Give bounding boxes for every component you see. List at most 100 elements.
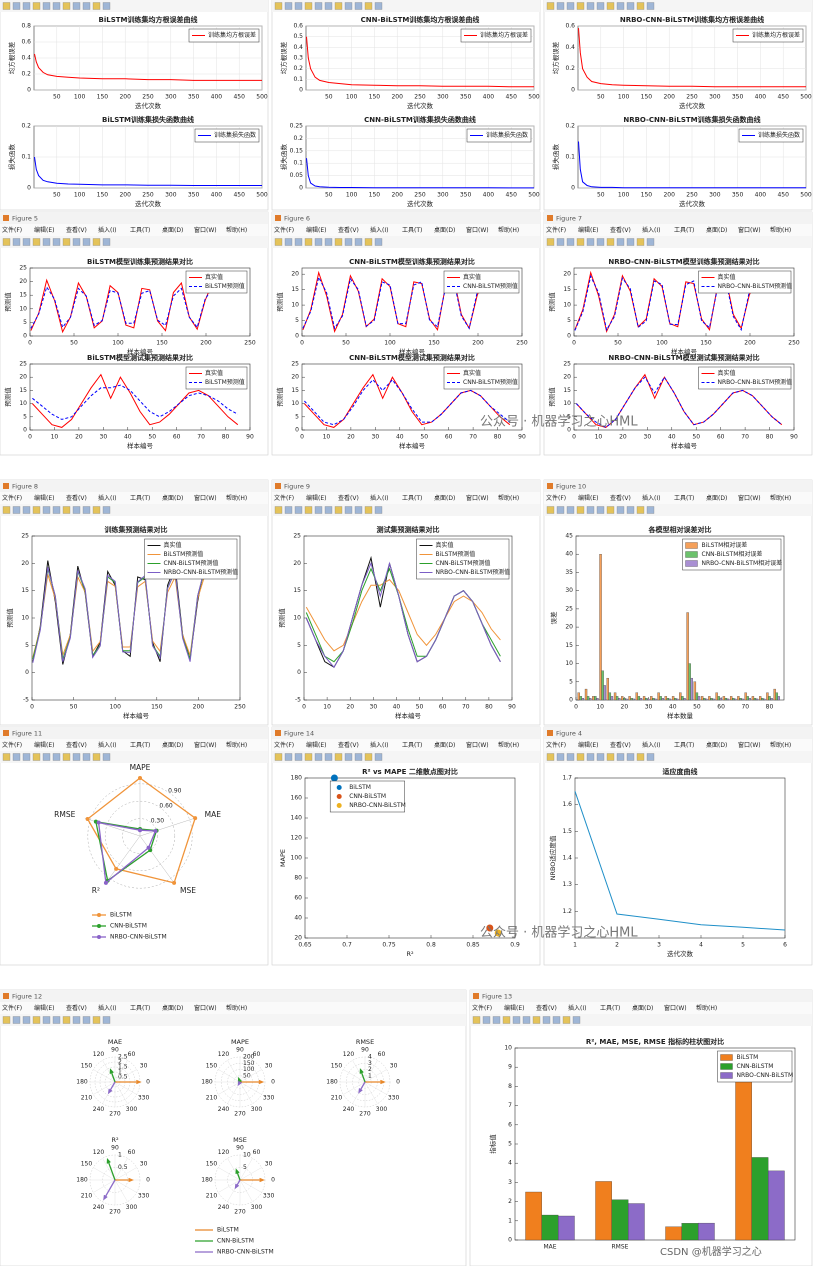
legend-marker	[97, 924, 101, 928]
menu-item: 工具(T)	[130, 1005, 150, 1012]
x-tick-label: 100	[618, 94, 630, 101]
x-tick-label: 200	[119, 192, 131, 199]
toolbar-icon	[576, 2, 585, 10]
theta-spoke	[114, 1069, 137, 1083]
menu-item: 帮助(H)	[770, 741, 791, 749]
toolbar-icon	[606, 753, 615, 761]
title-bar	[544, 727, 812, 739]
y-axis-label: 损失函数	[7, 144, 16, 171]
x-tick-label: 70	[741, 434, 749, 441]
menu-item: 查看(V)	[338, 741, 359, 749]
x-tick-label: 150	[641, 192, 653, 199]
x-tick-label: 40	[124, 434, 132, 441]
menu-item: 桌面(D)	[434, 741, 455, 749]
bar	[763, 698, 766, 701]
legend-label: NRBO-CNN-BiLSTM预测值	[164, 568, 239, 576]
window-title: Figure 9	[284, 483, 310, 491]
x-tick-label: 150	[369, 94, 381, 101]
theta-tick-label: 60	[378, 1051, 386, 1058]
bar	[697, 696, 701, 701]
theta-tick-label: 0	[271, 1079, 275, 1086]
y-tick-label: 15	[563, 286, 571, 293]
x-tick-label: 60	[439, 704, 447, 711]
menu-item: 帮助(H)	[498, 741, 519, 749]
x-tick-label: 90	[790, 434, 798, 441]
menu-item: 文件(F)	[2, 226, 22, 234]
window-icon	[547, 730, 553, 736]
menu-item: 文件(F)	[2, 741, 22, 749]
menu-item: 编辑(E)	[306, 494, 326, 502]
legend-label: CNN-BiLSTM预测值	[463, 282, 518, 290]
window-title: Figure 14	[284, 730, 314, 738]
bar	[753, 698, 757, 701]
chart-title: CNN-BiLSTM训练集均方根误差曲线	[361, 15, 480, 24]
title-bar	[272, 480, 540, 492]
x-tick-label: 400	[755, 192, 767, 199]
y-tick-label: 10	[21, 615, 29, 622]
x-tick-label: 500	[256, 94, 268, 101]
x-tick-label: 10	[51, 434, 59, 441]
menu-bar	[544, 492, 812, 504]
menu-item: 插入(I)	[642, 226, 660, 234]
toolbar-icon	[576, 506, 585, 514]
line	[32, 566, 206, 663]
bar	[671, 696, 675, 701]
theta-tick-label: 240	[93, 1204, 105, 1211]
x-tick-label: 150	[97, 192, 109, 199]
x-tick-label: 50	[325, 94, 333, 101]
x-tick-label: 500	[800, 192, 812, 199]
x-tick-label: 10	[323, 434, 331, 441]
y-tick-label: 160	[291, 795, 303, 802]
bar	[608, 692, 612, 701]
theta-spoke	[239, 1069, 262, 1083]
toolbar-icon	[562, 1016, 571, 1024]
toolbar-icon	[42, 506, 51, 514]
toolbar	[544, 751, 812, 763]
window-icon	[3, 993, 9, 999]
toolbar-icon	[492, 1016, 501, 1024]
menu-item: 插入(I)	[98, 494, 116, 502]
y-tick-label: 30	[565, 587, 573, 594]
x-tick-label: 80	[766, 434, 774, 441]
bar	[744, 692, 747, 701]
theta-tick-label: 210	[81, 1193, 93, 1200]
y-tick-label: 10	[563, 302, 571, 309]
bar	[755, 698, 759, 701]
y-tick-label: 10	[19, 305, 27, 312]
window-icon	[3, 730, 9, 736]
line	[34, 53, 262, 81]
r-tick-label: 0.30	[151, 817, 165, 824]
toolbar-icon	[576, 753, 585, 761]
x-tick-label: 60	[717, 434, 725, 441]
x-tick-label: 100	[112, 340, 124, 347]
toolbar-icon	[636, 506, 645, 514]
axis-label: MAE	[205, 810, 222, 819]
toolbar-icon	[566, 753, 575, 761]
menu-item: 桌面(D)	[434, 226, 455, 234]
legend-box	[466, 128, 532, 143]
radar-marker	[146, 845, 151, 850]
toolbar-icon	[42, 2, 51, 10]
bar	[729, 696, 733, 701]
legend-swatch	[720, 1063, 733, 1070]
theta-tick-label: 90	[361, 1047, 369, 1054]
toolbar-icon	[522, 1016, 531, 1024]
theta-spoke	[227, 1158, 241, 1181]
legend-box	[329, 780, 405, 813]
menu-item: 查看(V)	[66, 494, 87, 502]
toolbar-icon	[344, 753, 353, 761]
toolbar-icon	[284, 238, 293, 246]
x-tick-label: 0	[300, 434, 304, 441]
toolbar-icon	[12, 506, 21, 514]
x-tick-label: 80	[222, 434, 230, 441]
menu-item: 编辑(E)	[306, 741, 326, 749]
bar	[722, 696, 726, 701]
toolbar-icon	[284, 753, 293, 761]
legend-label: 训练集均方根误差	[208, 31, 256, 39]
theta-tick-label: 150	[331, 1063, 343, 1070]
theta-tick-label: 240	[218, 1204, 230, 1211]
bar	[732, 698, 735, 701]
theta-tick-label: 60	[128, 1149, 136, 1156]
y-tick-label: 0	[23, 333, 27, 340]
y-tick-label: 0.4	[293, 44, 303, 51]
